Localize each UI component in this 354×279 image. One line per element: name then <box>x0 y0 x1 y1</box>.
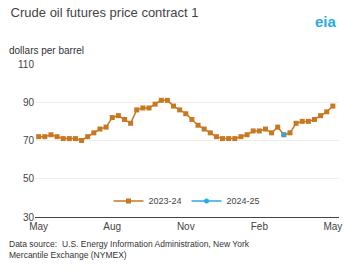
svg-text:Aug: Aug <box>103 221 121 232</box>
svg-text:90: 90 <box>23 97 35 108</box>
svg-text:May: May <box>323 221 342 232</box>
svg-text:eia: eia <box>315 13 337 30</box>
svg-text:Nov: Nov <box>177 221 195 232</box>
svg-text:2024-25: 2024-25 <box>227 196 260 206</box>
svg-text:Data source: U.S. Energy Info: Data source: U.S. Energy Information Adm… <box>9 239 250 260</box>
svg-text:70: 70 <box>23 135 35 146</box>
svg-text:110: 110 <box>18 59 34 70</box>
svg-text:2023-24: 2023-24 <box>149 196 182 206</box>
svg-text:50: 50 <box>23 173 35 184</box>
svg-text:30: 30 <box>23 212 35 223</box>
svg-text:Crude oil futures price contra: Crude oil futures price contract 1 <box>11 5 199 20</box>
svg-text:May: May <box>29 221 48 232</box>
svg-text:dollars per barrel: dollars per barrel <box>9 45 84 56</box>
svg-text:Feb: Feb <box>251 221 269 232</box>
